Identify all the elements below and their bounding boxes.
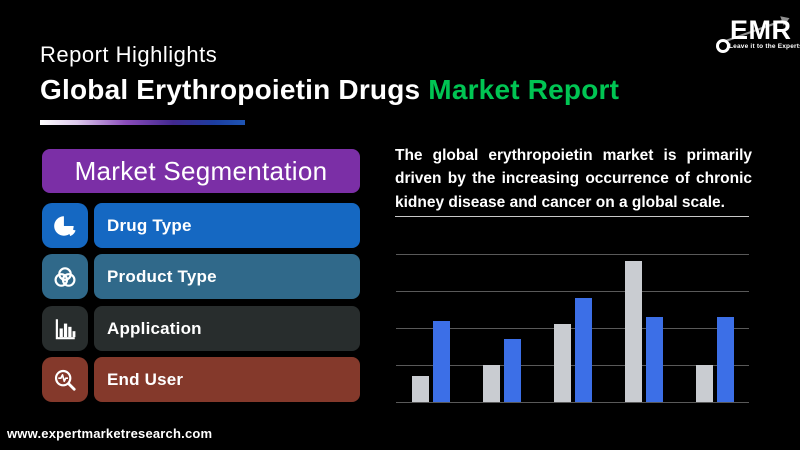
- bar-chart-plot: [396, 254, 749, 403]
- chart-gridline: [396, 365, 749, 366]
- venn-diagram-icon: [42, 254, 88, 299]
- segment-label-end-user[interactable]: End User: [94, 357, 360, 402]
- chart-gridline: [396, 254, 749, 255]
- bar-series-blue-3: [575, 298, 592, 402]
- segment-row-end-user[interactable]: End User: [42, 357, 360, 402]
- chart-gridline: [396, 402, 749, 403]
- page-title-green: Market Report: [420, 74, 620, 105]
- highlight-paragraph: The global erythropoietin market is prim…: [395, 147, 752, 211]
- bar-chart-icon: [42, 306, 88, 351]
- emr-tagline: Leave it to the Experts!: [729, 43, 800, 50]
- bar-series-gray-3: [554, 324, 571, 402]
- bar-chart: [396, 254, 749, 403]
- chart-gridline: [396, 291, 749, 292]
- bar-series-blue-5: [717, 317, 734, 402]
- chart-gridline: [396, 328, 749, 329]
- segment-row-drug-type[interactable]: Drug Type: [42, 203, 360, 248]
- footer-website-url: www.expertmarketresearch.com: [7, 426, 213, 441]
- highlight-divider: [395, 216, 749, 217]
- emr-wordmark: EMR: [730, 15, 792, 45]
- pie-chart-icon: [42, 203, 88, 248]
- page-title-white: Global Erythropoietin Drugs: [40, 74, 421, 105]
- bar-series-blue-4: [646, 317, 663, 402]
- magnifier-pulse-icon: [42, 357, 88, 402]
- segment-row-product-type[interactable]: Product Type: [42, 254, 360, 299]
- emr-arrow-icon: [719, 16, 790, 45]
- segment-label-product-type[interactable]: Product Type: [94, 254, 360, 299]
- bar-series-gray-5: [696, 365, 713, 402]
- segment-label-application[interactable]: Application: [94, 306, 360, 351]
- bar-series-gray-1: [412, 376, 429, 402]
- emr-dot-icon: [716, 39, 730, 53]
- bar-series-blue-1: [433, 321, 450, 402]
- report-kicker: Report Highlights: [40, 42, 218, 67]
- segment-label-drug-type[interactable]: Drug Type: [94, 203, 360, 248]
- emr-logo: EMR Leave it to the Experts!: [698, 6, 800, 58]
- segment-row-application[interactable]: Application: [42, 306, 360, 351]
- title-gradient-rule: [40, 120, 245, 125]
- page-title: Global Erythropoietin Drugs Market Repor…: [40, 74, 619, 106]
- bar-series-gray-4: [625, 261, 642, 402]
- bar-series-gray-2: [483, 365, 500, 402]
- bar-series-blue-2: [504, 339, 521, 402]
- market-segmentation-header: Market Segmentation: [42, 149, 360, 193]
